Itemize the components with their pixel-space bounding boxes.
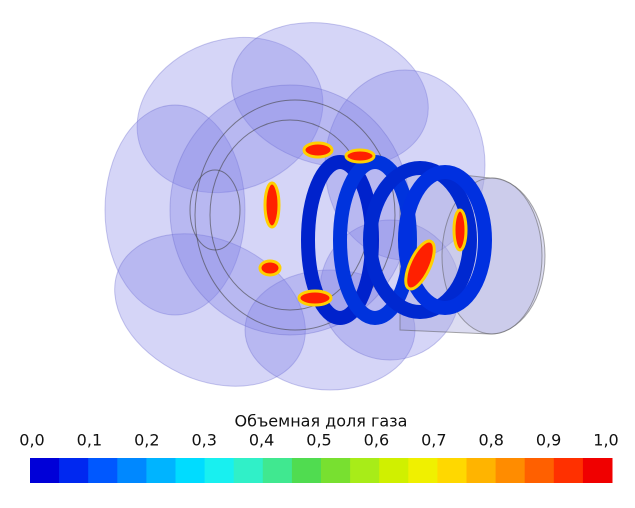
tick-label: 1,0 xyxy=(593,431,618,450)
color-step xyxy=(321,458,351,483)
tick-label: 0,7 xyxy=(421,431,446,450)
color-step xyxy=(205,458,235,483)
colorbar-title: Объемная доля газа xyxy=(235,412,408,431)
color-step xyxy=(437,458,467,483)
tick-label: 0,6 xyxy=(364,431,389,450)
color-step xyxy=(583,458,613,483)
page: Объемная доля газа 0,0 0,1 0,2 0,3 0,4 0,5 0,6… xyxy=(0,0,635,508)
tick-label: 0,8 xyxy=(478,431,503,450)
tick-label: 0,2 xyxy=(134,431,159,450)
color-step xyxy=(379,458,409,483)
color-step xyxy=(234,458,264,483)
simulation-render xyxy=(90,2,545,416)
tick-label: 0,1 xyxy=(77,431,102,450)
color-step xyxy=(525,458,555,483)
colorbar: 0,0 0,1 0,2 0,3 0,4 0,5 0,6 0,7 0,8 0,9 1,0 xyxy=(19,431,618,484)
color-step xyxy=(408,458,438,483)
color-step xyxy=(176,458,206,483)
tick-label: 0,5 xyxy=(306,431,331,450)
color-step xyxy=(30,458,60,483)
tick-label: 0,3 xyxy=(191,431,216,450)
color-step xyxy=(117,458,147,483)
color-step xyxy=(350,458,380,483)
tick-label: 0,9 xyxy=(536,431,561,450)
color-step xyxy=(292,458,322,483)
color-step xyxy=(554,458,584,483)
color-step xyxy=(263,458,293,483)
tick-label: 0,4 xyxy=(249,431,274,450)
color-step xyxy=(496,458,526,483)
tick-label: 0,0 xyxy=(19,431,44,450)
color-step xyxy=(59,458,89,483)
color-step xyxy=(146,458,176,483)
color-step xyxy=(88,458,118,483)
color-step xyxy=(467,458,497,483)
